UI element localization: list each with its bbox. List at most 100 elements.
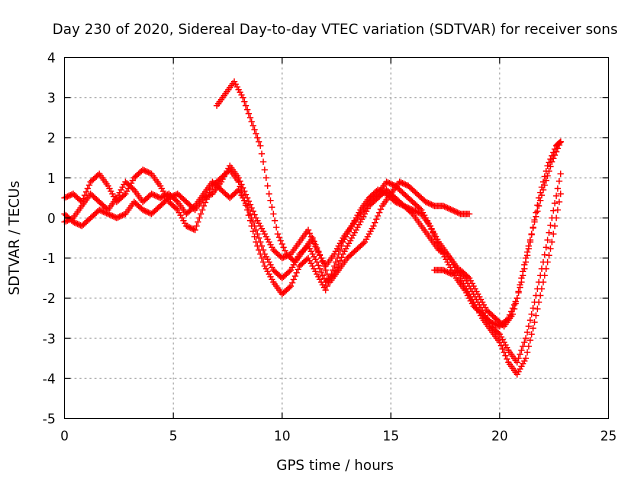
data-point — [258, 150, 265, 157]
data-point — [315, 248, 322, 255]
data-point — [548, 214, 556, 222]
data-point — [167, 194, 174, 201]
data-point — [143, 208, 151, 216]
data-point — [547, 155, 554, 163]
data-point — [193, 222, 200, 230]
data-point — [323, 270, 331, 278]
data-point — [149, 191, 157, 198]
data-point — [555, 198, 563, 206]
data-point — [538, 265, 545, 272]
data-point — [173, 197, 180, 204]
data-point — [145, 169, 152, 176]
data-point — [275, 234, 283, 241]
data-point — [289, 279, 296, 286]
data-point — [537, 272, 544, 279]
data-point — [454, 209, 461, 216]
data-point — [258, 242, 265, 250]
data-point — [286, 268, 293, 275]
data-point — [204, 192, 212, 200]
y-tick-label: 3 — [47, 92, 55, 107]
data-point — [548, 152, 556, 159]
data-point — [447, 206, 454, 213]
y-tick-label: 1 — [47, 172, 55, 187]
data-point — [429, 202, 437, 209]
y-tick-label: -2 — [43, 292, 56, 307]
data-point — [428, 201, 435, 208]
data-point — [294, 266, 302, 273]
data-point — [554, 206, 561, 214]
data-point — [526, 337, 534, 344]
data-point — [529, 304, 537, 312]
data-point — [83, 188, 90, 196]
data-point — [107, 212, 115, 219]
data-point — [428, 226, 435, 233]
data-point — [538, 183, 545, 191]
data-point — [114, 214, 122, 221]
data-point — [139, 206, 147, 214]
data-point — [274, 230, 281, 238]
data-point — [528, 231, 535, 238]
x-tick-label: 5 — [169, 430, 177, 445]
data-point — [416, 205, 424, 212]
data-point — [551, 222, 559, 230]
data-point — [550, 149, 557, 156]
data-point — [542, 244, 550, 251]
data-point — [103, 210, 110, 217]
data-point — [170, 192, 177, 200]
data-point — [322, 266, 329, 274]
data-point — [200, 202, 207, 210]
data-point — [245, 110, 252, 117]
data-point — [452, 268, 460, 276]
data-point — [278, 254, 286, 262]
data-point — [512, 300, 519, 307]
data-point — [242, 191, 250, 198]
data-point — [535, 278, 543, 286]
data-point — [255, 138, 263, 145]
y-tick-label: -1 — [43, 252, 56, 267]
data-point — [556, 139, 564, 146]
data-point — [165, 194, 173, 202]
data-point — [277, 237, 284, 244]
data-point — [249, 122, 257, 129]
data-point — [534, 202, 541, 209]
data-point — [71, 219, 78, 226]
data-point — [445, 269, 453, 276]
data-point — [319, 272, 326, 279]
data-point — [251, 211, 258, 218]
data-point — [551, 200, 559, 207]
data-point — [265, 190, 273, 198]
data-point — [548, 238, 556, 246]
data-point — [532, 292, 540, 299]
data-point — [238, 181, 245, 188]
data-point — [293, 269, 300, 276]
data-point — [451, 269, 458, 276]
data-point — [499, 345, 506, 353]
data-point — [547, 163, 554, 170]
data-point — [244, 202, 251, 210]
data-point — [399, 179, 406, 187]
data-point — [425, 200, 432, 207]
data-point — [290, 257, 297, 264]
data-point — [455, 267, 463, 274]
data-point — [233, 188, 241, 195]
data-point — [455, 210, 463, 217]
data-point — [373, 216, 380, 223]
data-point — [445, 205, 453, 212]
data-point — [129, 185, 136, 192]
data-point — [158, 194, 165, 201]
data-point — [509, 304, 516, 312]
data-point — [104, 210, 112, 218]
data-point — [545, 229, 553, 236]
data-point — [77, 222, 84, 229]
data-point — [320, 262, 328, 270]
data-point — [544, 162, 551, 169]
data-point — [315, 262, 322, 269]
data-point — [74, 220, 81, 228]
data-point — [423, 199, 431, 206]
data-point — [84, 185, 91, 192]
data-point — [280, 244, 287, 251]
data-point — [245, 198, 252, 205]
data-point — [497, 342, 505, 349]
y-tick-label: 0 — [47, 212, 55, 227]
data-point — [267, 197, 274, 204]
